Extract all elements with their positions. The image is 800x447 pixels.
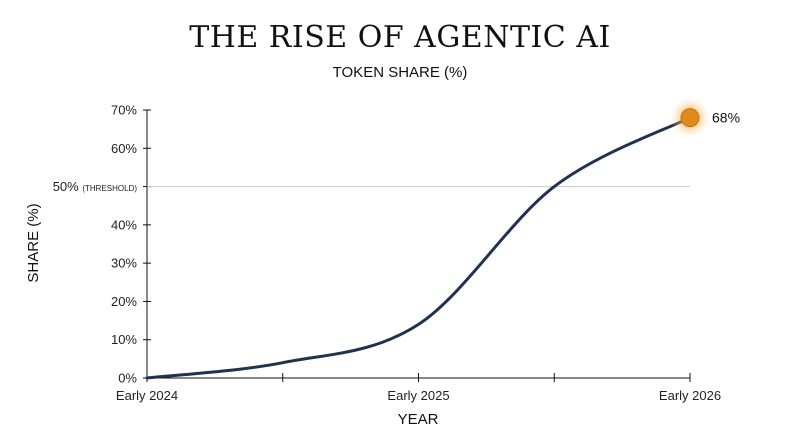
y-tick-label: 40% <box>111 217 137 232</box>
y-tick-label: 20% <box>111 294 137 309</box>
series <box>145 116 692 380</box>
x-tick-label: Early 2026 <box>659 388 721 403</box>
end-marker: 68% <box>670 97 740 138</box>
x-tick-label: Early 2025 <box>387 388 449 403</box>
y-axis-label: SHARE (%) <box>25 203 42 282</box>
y-tick-label: 0% <box>118 371 137 386</box>
y-axis: 0% 10% 20% 30% 40% 60% 70% <box>111 103 151 386</box>
marker-point <box>680 108 700 128</box>
threshold: 50% (THRESHOLD) <box>53 179 690 194</box>
chart-subtitle: TOKEN SHARE (%) <box>332 64 468 81</box>
x-tick-label: Early 2024 <box>116 388 178 403</box>
x-axis: Early 2024 Early 2025 Early 2026 <box>116 373 721 403</box>
series-line <box>145 116 692 380</box>
y-tick-label: 60% <box>111 141 137 156</box>
y-tick-label: 10% <box>111 332 137 347</box>
y-tick-label: 30% <box>111 256 137 271</box>
threshold-label: 50% (THRESHOLD) <box>53 179 138 194</box>
threshold-value: 50% <box>53 179 83 194</box>
y-tick-label: 70% <box>111 103 137 118</box>
end-value-label: 68% <box>712 110 740 126</box>
threshold-sublabel: (THRESHOLD) <box>82 184 137 193</box>
x-axis-label: YEAR <box>398 411 439 428</box>
chart-title: THE RISE OF AGENTIC AI <box>189 20 611 55</box>
